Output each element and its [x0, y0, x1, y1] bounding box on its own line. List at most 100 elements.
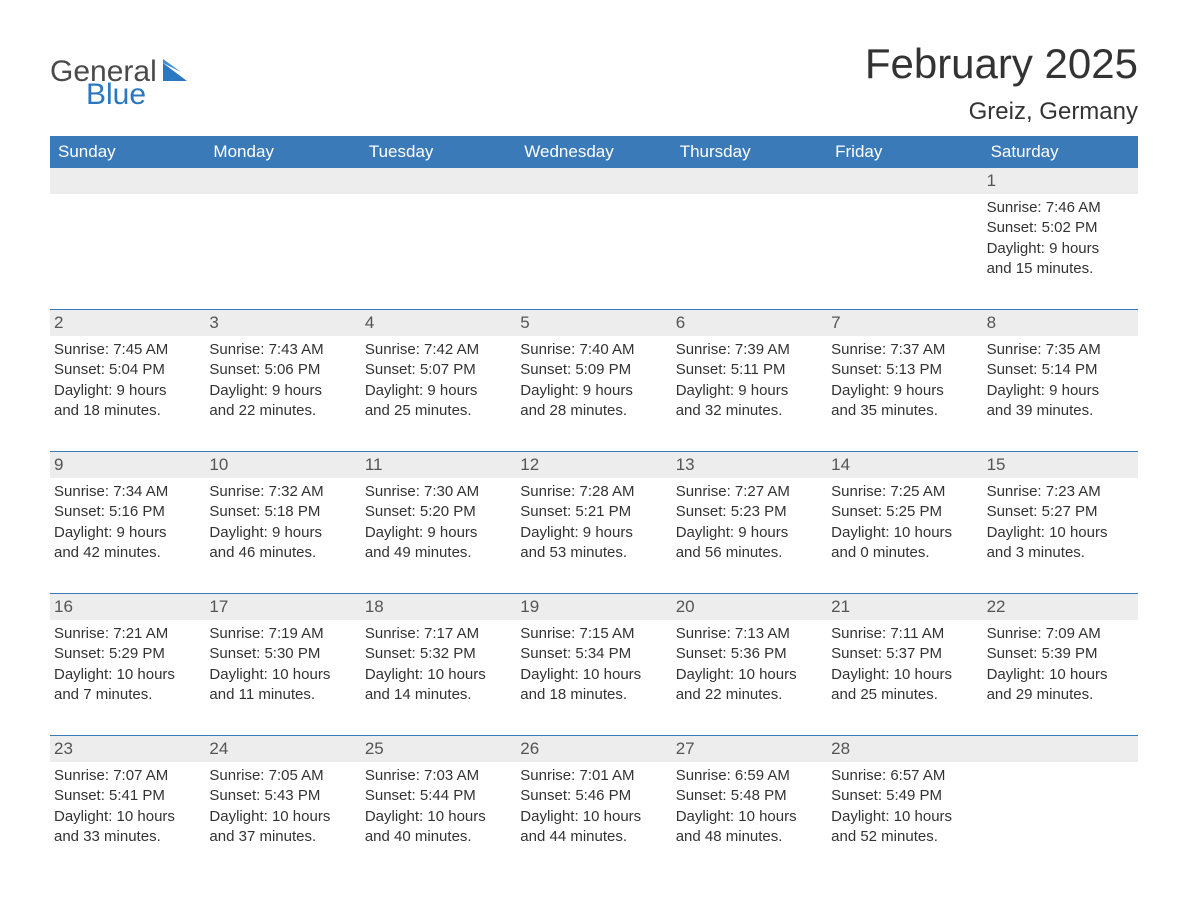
daylight-line-1: Daylight: 10 hours	[987, 523, 1134, 543]
day-number: 10	[209, 455, 228, 474]
day-number-row	[361, 168, 516, 194]
day-number-row	[516, 168, 671, 194]
day-number: 17	[209, 597, 228, 616]
day-number-row: 2	[50, 310, 205, 336]
daylight-line-1: Daylight: 10 hours	[365, 807, 512, 827]
sunrise-line: Sunrise: 7:46 AM	[987, 198, 1134, 218]
daylight-line-1: Daylight: 9 hours	[520, 523, 667, 543]
calendar-day: 9Sunrise: 7:34 AMSunset: 5:16 PMDaylight…	[50, 452, 205, 577]
dow-wednesday: Wednesday	[516, 136, 671, 168]
sunrise-line: Sunrise: 7:37 AM	[831, 340, 978, 360]
logo-text: General Blue	[50, 58, 191, 109]
calendar-day: 3Sunrise: 7:43 AMSunset: 5:06 PMDaylight…	[205, 310, 360, 435]
daylight-line-2: and 35 minutes.	[831, 401, 978, 421]
daylight-line-1: Daylight: 9 hours	[54, 523, 201, 543]
sunset-line: Sunset: 5:14 PM	[987, 360, 1134, 380]
calendar-day: 6Sunrise: 7:39 AMSunset: 5:11 PMDaylight…	[672, 310, 827, 435]
sunset-line: Sunset: 5:16 PM	[54, 502, 201, 522]
daylight-line-2: and 22 minutes.	[676, 685, 823, 705]
daylight-line-1: Daylight: 9 hours	[209, 381, 356, 401]
sunset-line: Sunset: 5:11 PM	[676, 360, 823, 380]
calendar-day	[827, 168, 982, 293]
day-number-row: 12	[516, 452, 671, 478]
day-number: 15	[987, 455, 1006, 474]
sunset-line: Sunset: 5:18 PM	[209, 502, 356, 522]
daylight-line-1: Daylight: 9 hours	[365, 523, 512, 543]
daylight-line-2: and 29 minutes.	[987, 685, 1134, 705]
calendar-day: 5Sunrise: 7:40 AMSunset: 5:09 PMDaylight…	[516, 310, 671, 435]
sunset-line: Sunset: 5:32 PM	[365, 644, 512, 664]
dow-monday: Monday	[205, 136, 360, 168]
dow-friday: Friday	[827, 136, 982, 168]
daylight-line-1: Daylight: 10 hours	[831, 807, 978, 827]
daylight-line-1: Daylight: 10 hours	[676, 665, 823, 685]
day-number: 23	[54, 739, 73, 758]
calendar-day: 4Sunrise: 7:42 AMSunset: 5:07 PMDaylight…	[361, 310, 516, 435]
sunrise-line: Sunrise: 7:23 AM	[987, 482, 1134, 502]
daylight-line-1: Daylight: 10 hours	[831, 523, 978, 543]
sunrise-line: Sunrise: 6:57 AM	[831, 766, 978, 786]
calendar-day: 22Sunrise: 7:09 AMSunset: 5:39 PMDayligh…	[983, 594, 1138, 719]
day-number-row	[205, 168, 360, 194]
sunrise-line: Sunrise: 7:40 AM	[520, 340, 667, 360]
day-number-row: 6	[672, 310, 827, 336]
day-number-row: 8	[983, 310, 1138, 336]
daylight-line-1: Daylight: 10 hours	[676, 807, 823, 827]
calendar-day	[205, 168, 360, 293]
sunrise-line: Sunrise: 7:09 AM	[987, 624, 1134, 644]
daylight-line-2: and 44 minutes.	[520, 827, 667, 847]
calendar-day: 7Sunrise: 7:37 AMSunset: 5:13 PMDaylight…	[827, 310, 982, 435]
calendar-day	[983, 736, 1138, 861]
day-number-row	[50, 168, 205, 194]
daylight-line-1: Daylight: 10 hours	[54, 665, 201, 685]
sunrise-line: Sunrise: 7:45 AM	[54, 340, 201, 360]
day-number: 4	[365, 313, 374, 332]
sunset-line: Sunset: 5:23 PM	[676, 502, 823, 522]
daylight-line-1: Daylight: 9 hours	[54, 381, 201, 401]
sunrise-line: Sunrise: 7:11 AM	[831, 624, 978, 644]
day-number: 25	[365, 739, 384, 758]
sunset-line: Sunset: 5:21 PM	[520, 502, 667, 522]
sunset-line: Sunset: 5:30 PM	[209, 644, 356, 664]
day-number	[987, 739, 992, 758]
logo-flag-icon	[163, 59, 191, 84]
day-number-row: 17	[205, 594, 360, 620]
calendar-day: 27Sunrise: 6:59 AMSunset: 5:48 PMDayligh…	[672, 736, 827, 861]
day-number-row: 27	[672, 736, 827, 762]
sunset-line: Sunset: 5:37 PM	[831, 644, 978, 664]
daylight-line-2: and 37 minutes.	[209, 827, 356, 847]
daylight-line-2: and 18 minutes.	[520, 685, 667, 705]
daylight-line-2: and 42 minutes.	[54, 543, 201, 563]
day-number: 13	[676, 455, 695, 474]
daylight-line-2: and 32 minutes.	[676, 401, 823, 421]
calendar-day: 8Sunrise: 7:35 AMSunset: 5:14 PMDaylight…	[983, 310, 1138, 435]
sunrise-line: Sunrise: 7:19 AM	[209, 624, 356, 644]
sunset-line: Sunset: 5:49 PM	[831, 786, 978, 806]
logo-word-blue: Blue	[86, 81, 191, 110]
day-number-row: 25	[361, 736, 516, 762]
daylight-line-1: Daylight: 10 hours	[54, 807, 201, 827]
day-number: 5	[520, 313, 529, 332]
day-number-row: 7	[827, 310, 982, 336]
day-number	[676, 171, 681, 190]
sunset-line: Sunset: 5:36 PM	[676, 644, 823, 664]
daylight-line-1: Daylight: 10 hours	[209, 807, 356, 827]
calendar-day: 25Sunrise: 7:03 AMSunset: 5:44 PMDayligh…	[361, 736, 516, 861]
day-number-row: 19	[516, 594, 671, 620]
day-number-row: 14	[827, 452, 982, 478]
sunset-line: Sunset: 5:39 PM	[987, 644, 1134, 664]
sunrise-line: Sunrise: 7:35 AM	[987, 340, 1134, 360]
calendar-day: 12Sunrise: 7:28 AMSunset: 5:21 PMDayligh…	[516, 452, 671, 577]
sunset-line: Sunset: 5:04 PM	[54, 360, 201, 380]
day-number: 26	[520, 739, 539, 758]
daylight-line-2: and 56 minutes.	[676, 543, 823, 563]
day-number-row: 22	[983, 594, 1138, 620]
calendar-grid: Sunday Monday Tuesday Wednesday Thursday…	[50, 136, 1138, 861]
day-number	[520, 171, 525, 190]
header: General Blue February 2025 Greiz, German…	[50, 40, 1138, 126]
daylight-line-1: Daylight: 10 hours	[520, 665, 667, 685]
calendar-day	[672, 168, 827, 293]
sunrise-line: Sunrise: 7:01 AM	[520, 766, 667, 786]
sunrise-line: Sunrise: 7:27 AM	[676, 482, 823, 502]
day-number-row: 20	[672, 594, 827, 620]
